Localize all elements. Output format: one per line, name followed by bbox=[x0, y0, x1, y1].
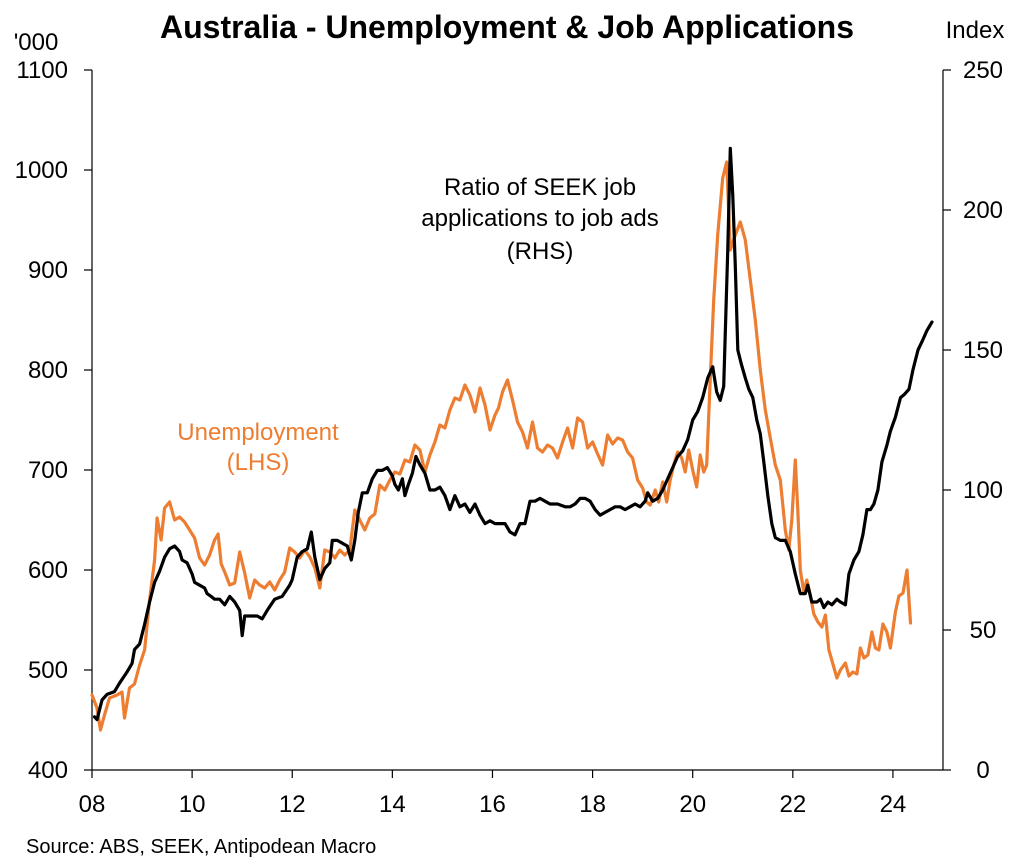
right-axis-unit: Index bbox=[946, 17, 1005, 44]
x-axis-ticks: 08 10 12 14 16 18 20 22 24 bbox=[79, 770, 907, 818]
ratio-series-line bbox=[92, 146, 934, 722]
x-tick-label: 18 bbox=[579, 791, 606, 818]
right-tick-label: 50 bbox=[970, 617, 997, 644]
left-axis-unit: '000 bbox=[14, 29, 59, 56]
chart-title: Australia - Unemployment & Job Applicati… bbox=[160, 9, 854, 45]
source-note: Source: ABS, SEEK, Antipodean Macro bbox=[26, 836, 376, 858]
left-tick-label: 900 bbox=[28, 257, 68, 284]
right-tick-label: 250 bbox=[963, 57, 1003, 84]
left-axis-ticks: 400 500 600 700 800 900 1000 1100 bbox=[15, 57, 92, 784]
ratio-label-line1: Ratio of SEEK job bbox=[444, 174, 636, 201]
left-tick-label: 800 bbox=[28, 357, 68, 384]
right-tick-label: 150 bbox=[963, 337, 1003, 364]
right-axis-ticks: 0 50 100 150 200 250 bbox=[943, 57, 1003, 784]
x-tick-label: 16 bbox=[479, 791, 506, 818]
left-tick-label: 700 bbox=[28, 457, 68, 484]
unemployment-series-line bbox=[90, 160, 913, 732]
ratio-label-line3: (RHS) bbox=[507, 238, 574, 265]
right-tick-label: 100 bbox=[963, 477, 1003, 504]
unemployment-label-line1: Unemployment bbox=[177, 419, 339, 446]
x-tick-label: 14 bbox=[379, 791, 406, 818]
x-tick-label: 24 bbox=[880, 791, 907, 818]
series-group bbox=[90, 146, 934, 732]
left-tick-label: 1100 bbox=[16, 57, 68, 84]
x-tick-label: 08 bbox=[79, 791, 106, 818]
x-tick-label: 20 bbox=[679, 791, 706, 818]
x-tick-label: 10 bbox=[179, 791, 206, 818]
right-tick-label: 0 bbox=[976, 757, 989, 784]
left-tick-label: 1000 bbox=[15, 157, 68, 184]
right-tick-label: 200 bbox=[963, 197, 1003, 224]
x-tick-label: 12 bbox=[279, 791, 306, 818]
left-tick-label: 600 bbox=[28, 557, 68, 584]
x-tick-label: 22 bbox=[779, 791, 806, 818]
left-tick-label: 500 bbox=[28, 657, 68, 684]
ratio-label-line2: applications to job ads bbox=[421, 205, 659, 232]
axes bbox=[91, 70, 944, 771]
left-tick-label: 400 bbox=[28, 757, 68, 784]
unemployment-label-line2: (LHS) bbox=[227, 449, 290, 476]
